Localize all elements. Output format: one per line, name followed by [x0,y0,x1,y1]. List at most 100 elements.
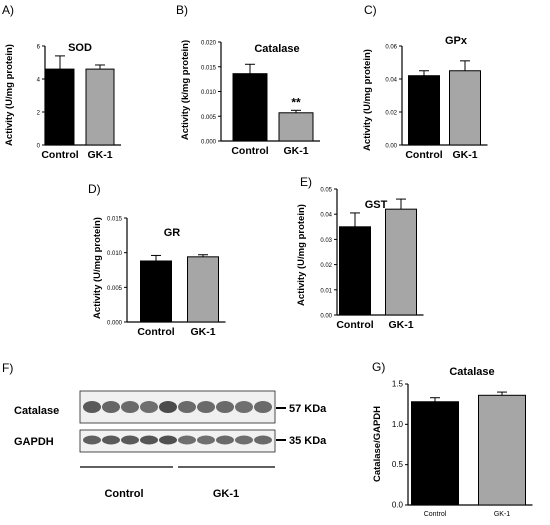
marker-35-kda: 35 KDa [289,435,327,447]
x-category-label: GK-1 [283,145,308,157]
x-category-label: GK-1 [388,319,413,331]
y-tick-label: 0.000 [201,140,217,146]
gapdh-band-lane-3 [121,435,139,445]
panel-label: C) [364,3,377,17]
y-tick-label: 0.04 [385,78,397,84]
y-tick-label: 0.00 [385,144,397,150]
panel-label: G) [372,360,385,374]
y-axis-label: Activity (U/mg protein) [362,49,373,151]
x-category-label: Control [41,149,78,161]
western-blot: F) Catalase GAPDH 57 KDa 35 KDa Control … [2,361,327,500]
blot-bands [83,401,272,445]
bar-control [339,226,371,316]
gapdh-band-lane-2 [102,435,120,445]
bar-gk-1 [187,256,219,323]
y-tick-label: 0.010 [201,90,217,96]
chart-title: Catalase [449,366,494,378]
chart-panels: A) SOD Activity (U/mg protein) 0 2 4 6 Control G… [2,3,533,518]
y-axis-label: Activity (U/mg protein) [4,44,15,146]
y-tick-label: 0.06 [385,45,397,51]
chart-title: GR [164,227,181,239]
y-tick-label: 0.0 [392,501,404,510]
panel-label-f: F) [2,361,13,375]
catalase-band-lane-4 [140,401,158,413]
chart-catalase-panel-5: G) Catalase Catalase/GAPDH 0.0 0.5 1.0 1.5 Cont… [372,360,533,518]
catalase-band-lane-9 [235,401,253,413]
y-tick-label: 0.020 [201,41,217,47]
catalase-band-lane-10 [254,401,272,413]
y-tick-label: 0.00 [320,314,332,320]
x-category-label: Control [336,319,373,331]
y-tick-label: 0.005 [201,115,217,121]
panel-label: B) [176,3,188,17]
y-tick-label: 1.0 [392,420,404,429]
chart-gst-panel-4: E) GST Activity (U/mg protein) 0.00 0.01 0.02… [296,175,424,331]
gapdh-row-label: GAPDH [14,436,54,448]
y-tick-label: 0.000 [107,321,123,327]
y-axis-label: Activity (U/mg protein) [296,204,307,306]
x-category-label: GK-1 [87,149,112,161]
x-category-label: GK-1 [494,511,510,518]
x-category-label: GK-1 [452,149,477,161]
bar-gk-1 [385,208,417,316]
gapdh-band-lane-7 [197,435,215,445]
chart-gpx-panel-2: C) GPx Activity (U/mg protein) 0.00 0.02 0.04… [362,3,488,161]
catalase-band-lane-5 [159,401,177,413]
y-tick-label: 1.5 [392,380,404,389]
bar-gk-1 [278,112,314,142]
gapdh-band-lane-4 [140,435,158,445]
catalase-band-lane-8 [216,401,234,413]
bar-control [232,73,268,142]
marker-57-kda: 57 KDa [289,403,327,415]
gapdh-band-lane-1 [83,435,101,445]
y-tick-label: 0.03 [320,238,332,244]
bar-control [140,260,172,323]
y-tick-label: 4 [37,78,41,84]
y-tick-label: 0 [37,144,41,150]
y-tick-label: 0.015 [201,65,217,71]
bar-control [408,75,440,146]
bar-gk-1 [478,394,526,506]
bar-gk-1 [449,70,481,146]
y-axis-label: Activity (k/mg protein) [180,40,191,140]
x-category-label: GK-1 [190,326,215,338]
chart-gr-panel-3: D) GR Activity (U/mg protein) 0.000 0.005 0.0… [88,182,226,338]
chart-title: GPx [445,35,468,47]
y-tick-label: 2 [37,111,41,117]
chart-catalase-panel-1: B) Catalase Activity (k/mg protein) 0.000 0.… [176,3,320,157]
y-tick-label: 0.02 [385,111,397,117]
y-tick-label: 0.02 [320,263,332,269]
gapdh-band-lane-8 [216,435,234,445]
y-tick-label: 6 [37,45,41,51]
catalase-band-lane-7 [197,401,215,413]
y-tick-label: 0.015 [107,217,123,223]
gapdh-band-lane-6 [178,435,196,445]
gapdh-blot-strip [79,429,276,453]
gapdh-band-lane-10 [254,435,272,445]
control-group-label: Control [104,488,143,500]
significance-marker: ** [291,95,301,109]
chart-title: Catalase [254,43,299,55]
gapdh-band-lane-9 [235,435,253,445]
catalase-band-lane-6 [178,401,196,413]
catalase-band-lane-2 [102,401,120,413]
y-tick-label: 0.005 [107,286,123,292]
chart-sod-panel-0: A) SOD Activity (U/mg protein) 0 2 4 6 Control G… [2,3,121,161]
bar-control [45,68,75,146]
y-tick-label: 0.04 [320,213,332,219]
panel-label: A) [2,3,14,17]
bar-control [411,401,459,506]
y-axis-label: Activity (U/mg protein) [92,217,103,319]
chart-title: SOD [68,42,92,54]
x-category-label: Control [231,145,268,157]
chart-title: GST [365,199,388,211]
gapdh-band-lane-5 [159,435,177,445]
panel-label: D) [88,182,101,196]
y-axis-label: Catalase/GAPDH [372,406,383,482]
x-category-label: Control [424,511,447,518]
catalase-band-lane-1 [83,401,101,413]
y-tick-label: 0.010 [107,251,123,257]
panel-label: E) [300,175,312,189]
y-tick-label: 0.01 [320,288,332,294]
